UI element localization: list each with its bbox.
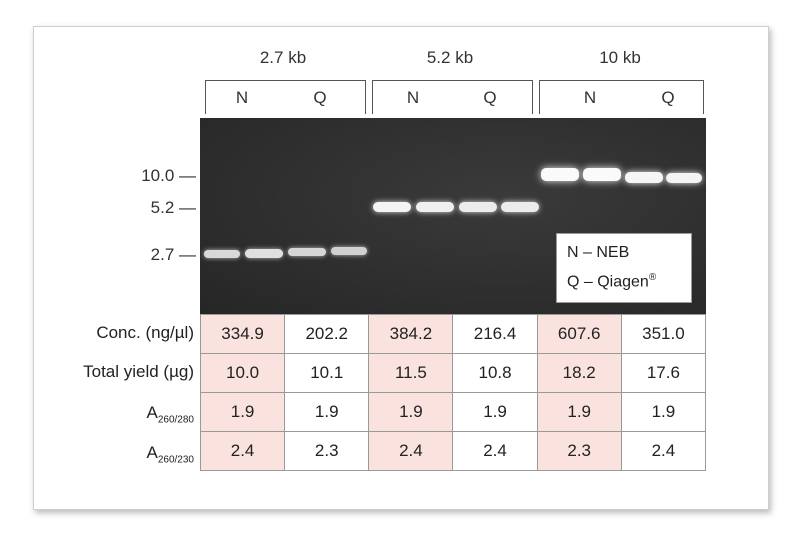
legend-neb: N – NEB [567,244,630,261]
table-cell: 216.4 [452,314,538,354]
band-10kb-q1 [625,172,663,183]
row-label-a260-280: A260/280 [147,403,195,425]
results-table: 334.9 202.2 384.2 216.4 607.6 351.0 10.0… [199,314,707,471]
legend-box: N – NEB Q – Qiagen® [556,233,692,303]
band-2-7kb-q1 [288,248,326,256]
table-cell: 1.9 [368,392,454,432]
marker-5-2: 5.2 — [150,198,196,217]
legend-qiagen-text: Q – Qiagen [567,273,649,291]
table-row: 10.0 10.1 11.5 10.8 18.2 17.6 [199,353,707,393]
legend-qiagen: Q – Qiagen® [567,272,656,291]
row-label-concentration: Conc. (ng/µl) [96,323,194,342]
table-cell: 11.5 [368,353,454,393]
row-label-sub: 260/230 [157,454,194,466]
table-cell: 1.9 [452,392,538,432]
lane-label-n: N [235,88,249,107]
band-10kb-n2 [583,168,621,181]
band-5-2kb-n1 [373,202,411,212]
table-row: 334.9 202.2 384.2 216.4 607.6 351.0 [199,314,707,354]
table-cell: 17.6 [620,353,707,393]
group-label-10kb: 10 kb [599,48,641,67]
row-label-main: A [146,403,158,422]
table-cell: 1.9 [284,392,370,432]
marker-2-7: 2.7 — [150,245,196,264]
band-5-2kb-q2 [501,202,539,212]
table-cell: 351.0 [620,314,707,354]
row-label-sub: 260/280 [157,414,194,426]
group-bracket-5-2kb [372,80,533,114]
table-cell: 1.9 [199,392,286,432]
band-2-7kb-n1 [204,250,240,258]
table-cell: 18.2 [536,353,622,393]
table-cell: 1.9 [620,392,707,432]
table-cell: 1.9 [536,392,622,432]
group-label-2-7kb: 2.7 kb [259,48,307,67]
table-row: 1.9 1.9 1.9 1.9 1.9 1.9 [199,392,707,432]
table-cell: 10.1 [284,353,370,393]
registered-mark: ® [648,272,657,283]
table-cell: 2.3 [536,431,622,471]
lane-label-q: Q [661,88,675,107]
table-cell: 334.9 [199,314,286,354]
table-cell: 2.4 [620,431,707,471]
row-label-total-yield: Total yield (µg) [83,362,194,381]
band-10kb-n1 [541,168,579,181]
lane-label-q: Q [483,88,497,107]
table-cell: 10.0 [199,353,286,393]
band-2-7kb-n2 [245,249,283,258]
lane-label-n: N [583,88,597,107]
row-label-a260-230: A260/230 [147,443,195,465]
group-bracket-10kb [539,80,704,114]
table-cell: 607.6 [536,314,622,354]
band-5-2kb-n2 [416,202,454,212]
band-10kb-q2 [666,173,702,183]
table-cell: 2.4 [452,431,538,471]
table-cell: 2.4 [199,431,286,471]
group-label-5-2kb: 5.2 kb [426,48,474,67]
group-bracket-2-7kb [205,80,366,114]
table-cell: 2.4 [368,431,454,471]
lane-label-n: N [406,88,420,107]
lane-label-q: Q [313,88,327,107]
table-cell: 10.8 [452,353,538,393]
band-5-2kb-q1 [459,202,497,212]
band-2-7kb-q2 [331,247,367,255]
row-label-main: A [146,443,158,462]
table-cell: 2.3 [284,431,370,471]
table-cell: 202.2 [284,314,370,354]
marker-10-0: 10.0 — [141,166,196,185]
table-row: 2.4 2.3 2.4 2.4 2.3 2.4 [199,431,707,471]
table-cell: 384.2 [368,314,454,354]
